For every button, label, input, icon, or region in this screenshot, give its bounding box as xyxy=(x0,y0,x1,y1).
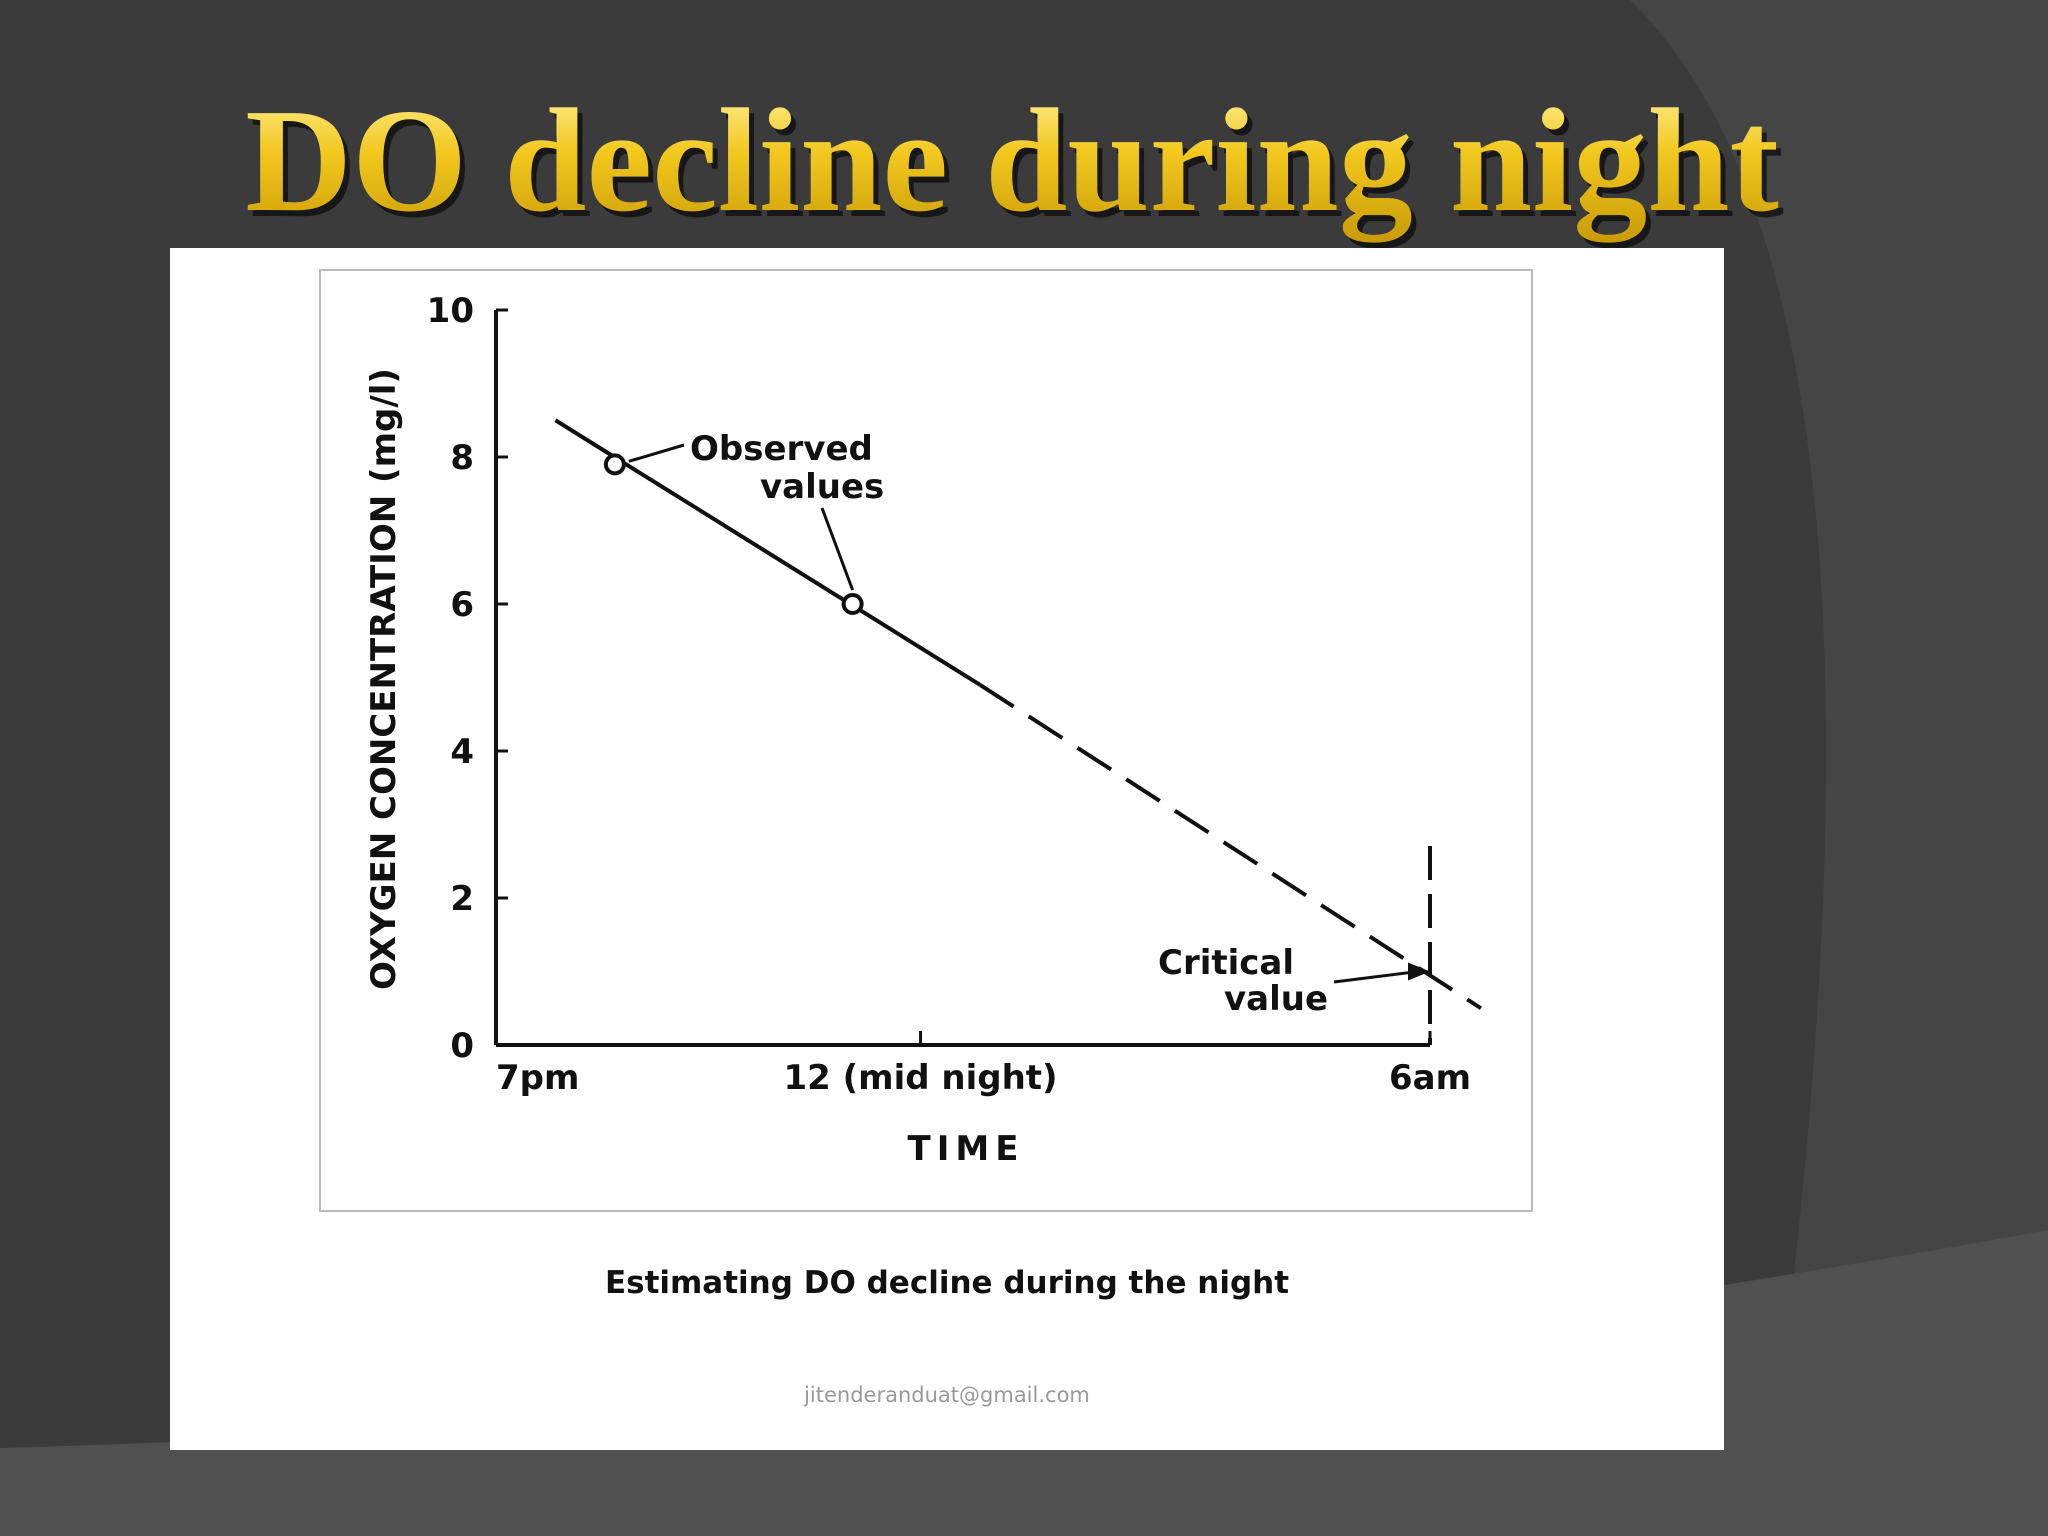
caption: Estimating DO decline during the night xyxy=(605,1265,1289,1301)
observed-point xyxy=(841,593,864,615)
y-tick-label: 10 xyxy=(427,291,474,331)
y-axis-label: OXYGEN CONCENTRATION (mg/l) xyxy=(364,368,404,990)
annotation: Critical xyxy=(1158,943,1294,983)
critical-point xyxy=(1408,962,1430,981)
x-axis-label: TIME xyxy=(908,1129,1025,1169)
x-tick-label: 7pm xyxy=(496,1058,579,1098)
email: jitenderanduat@gmail.com xyxy=(803,1383,1090,1407)
y-tick-label: 4 xyxy=(450,732,474,772)
observed-point xyxy=(603,453,626,476)
annotation-arrow xyxy=(820,507,855,591)
annotation-arrow xyxy=(1333,970,1419,984)
y-tick-label: 0 xyxy=(450,1026,474,1066)
annotation: values xyxy=(760,467,884,507)
x-tick-label: 12 (mid night) xyxy=(783,1058,1057,1098)
annotation: value xyxy=(1224,979,1328,1019)
annotation-arrow xyxy=(628,443,685,463)
y-tick-label: 8 xyxy=(450,438,474,478)
x-tick-label: 6am xyxy=(1389,1058,1471,1098)
y-tick-label: 2 xyxy=(450,879,474,919)
title-shadow: DO decline during night xyxy=(250,85,1784,249)
slide-title: DO decline during night xyxy=(245,79,1779,243)
decor-arc xyxy=(1630,0,2048,1536)
plot: 0 2 4 6 8 10 7pm 12 (mid night) 6am TIME OXYGEN CO… xyxy=(364,291,1483,1169)
y-tick-label: 6 xyxy=(450,585,474,625)
trend-line xyxy=(978,683,1483,1010)
annotation: Observed xyxy=(690,429,873,469)
chart-frame xyxy=(319,269,1533,1212)
trend-line xyxy=(554,418,982,687)
